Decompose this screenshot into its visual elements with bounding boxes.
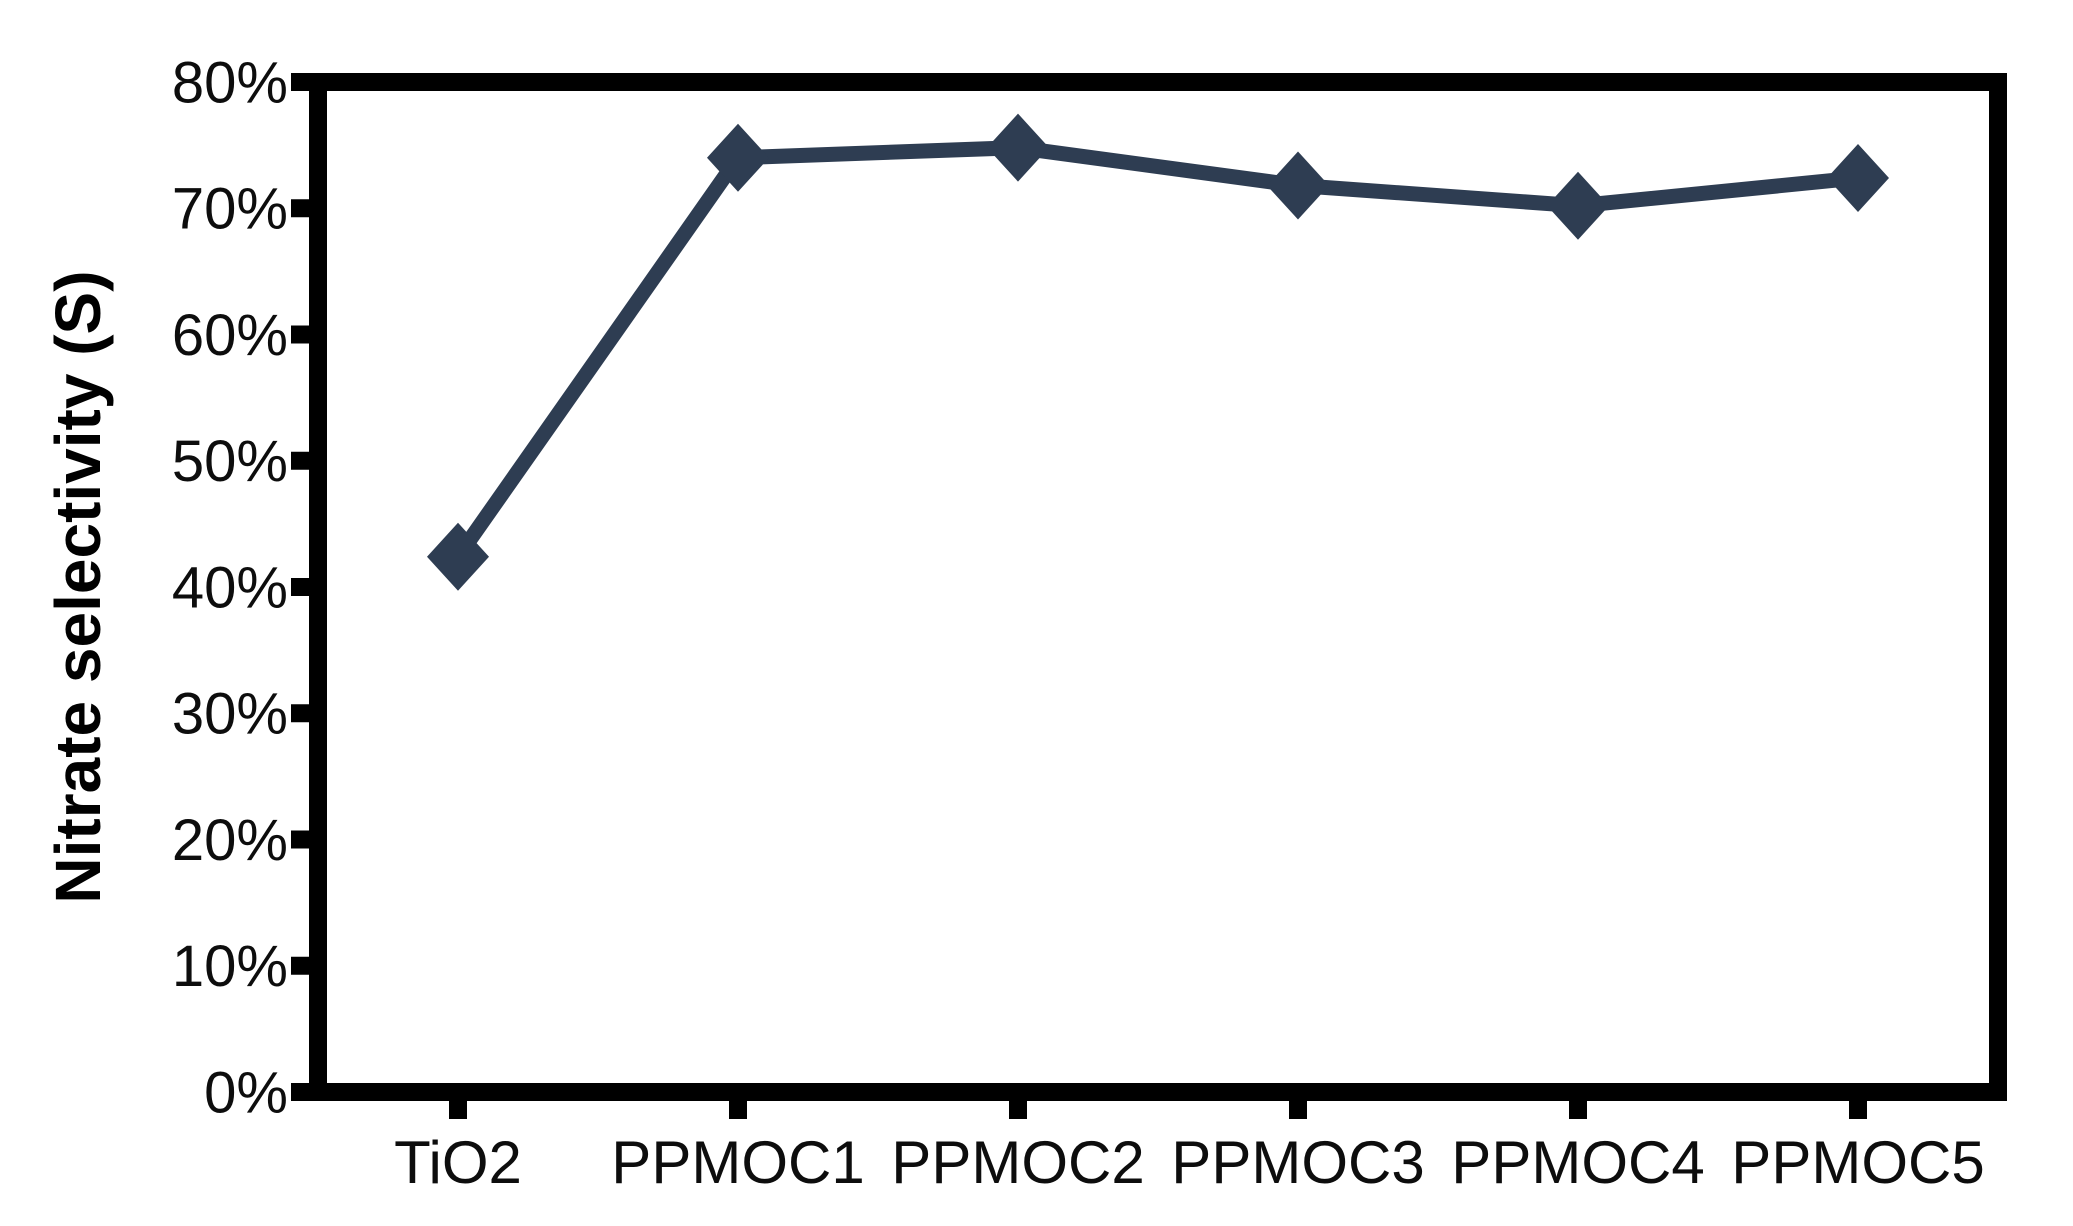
y-tick-label: 40%	[172, 555, 288, 620]
data-point-marker	[707, 123, 769, 192]
x-category-label: PPMOC5	[1731, 1129, 1984, 1196]
y-tick-label: 0%	[204, 1060, 288, 1125]
data-point-marker	[1547, 171, 1609, 240]
y-tick-label: 60%	[172, 303, 288, 368]
y-tick-label: 20%	[172, 808, 288, 873]
data-point-marker	[427, 522, 489, 591]
y-tick-label: 30%	[172, 682, 288, 747]
y-axis-title: Nitrate selectivity (S)	[42, 270, 114, 903]
plot-border	[309, 73, 2007, 1101]
x-category-label: TiO2	[394, 1129, 522, 1196]
y-tick-label: 10%	[172, 934, 288, 999]
data-point-marker	[1267, 151, 1329, 220]
x-category-label: PPMOC1	[611, 1129, 864, 1196]
y-tick-label: 50%	[172, 429, 288, 494]
series-line	[451, 140, 1859, 562]
x-category-label: PPMOC2	[891, 1129, 1144, 1196]
data-point-marker	[1827, 143, 1889, 212]
x-category-label: PPMOC3	[1171, 1129, 1424, 1196]
y-tick-label: 70%	[172, 177, 288, 242]
data-point-marker	[987, 113, 1049, 182]
y-tick-label: 80%	[172, 50, 288, 115]
x-category-label: PPMOC4	[1451, 1129, 1704, 1196]
plot-area: 0% 10% 20% 30% 40% 50% 60% 70% 80% TiO2 PPMOC1 PPMO…	[172, 50, 2007, 1196]
